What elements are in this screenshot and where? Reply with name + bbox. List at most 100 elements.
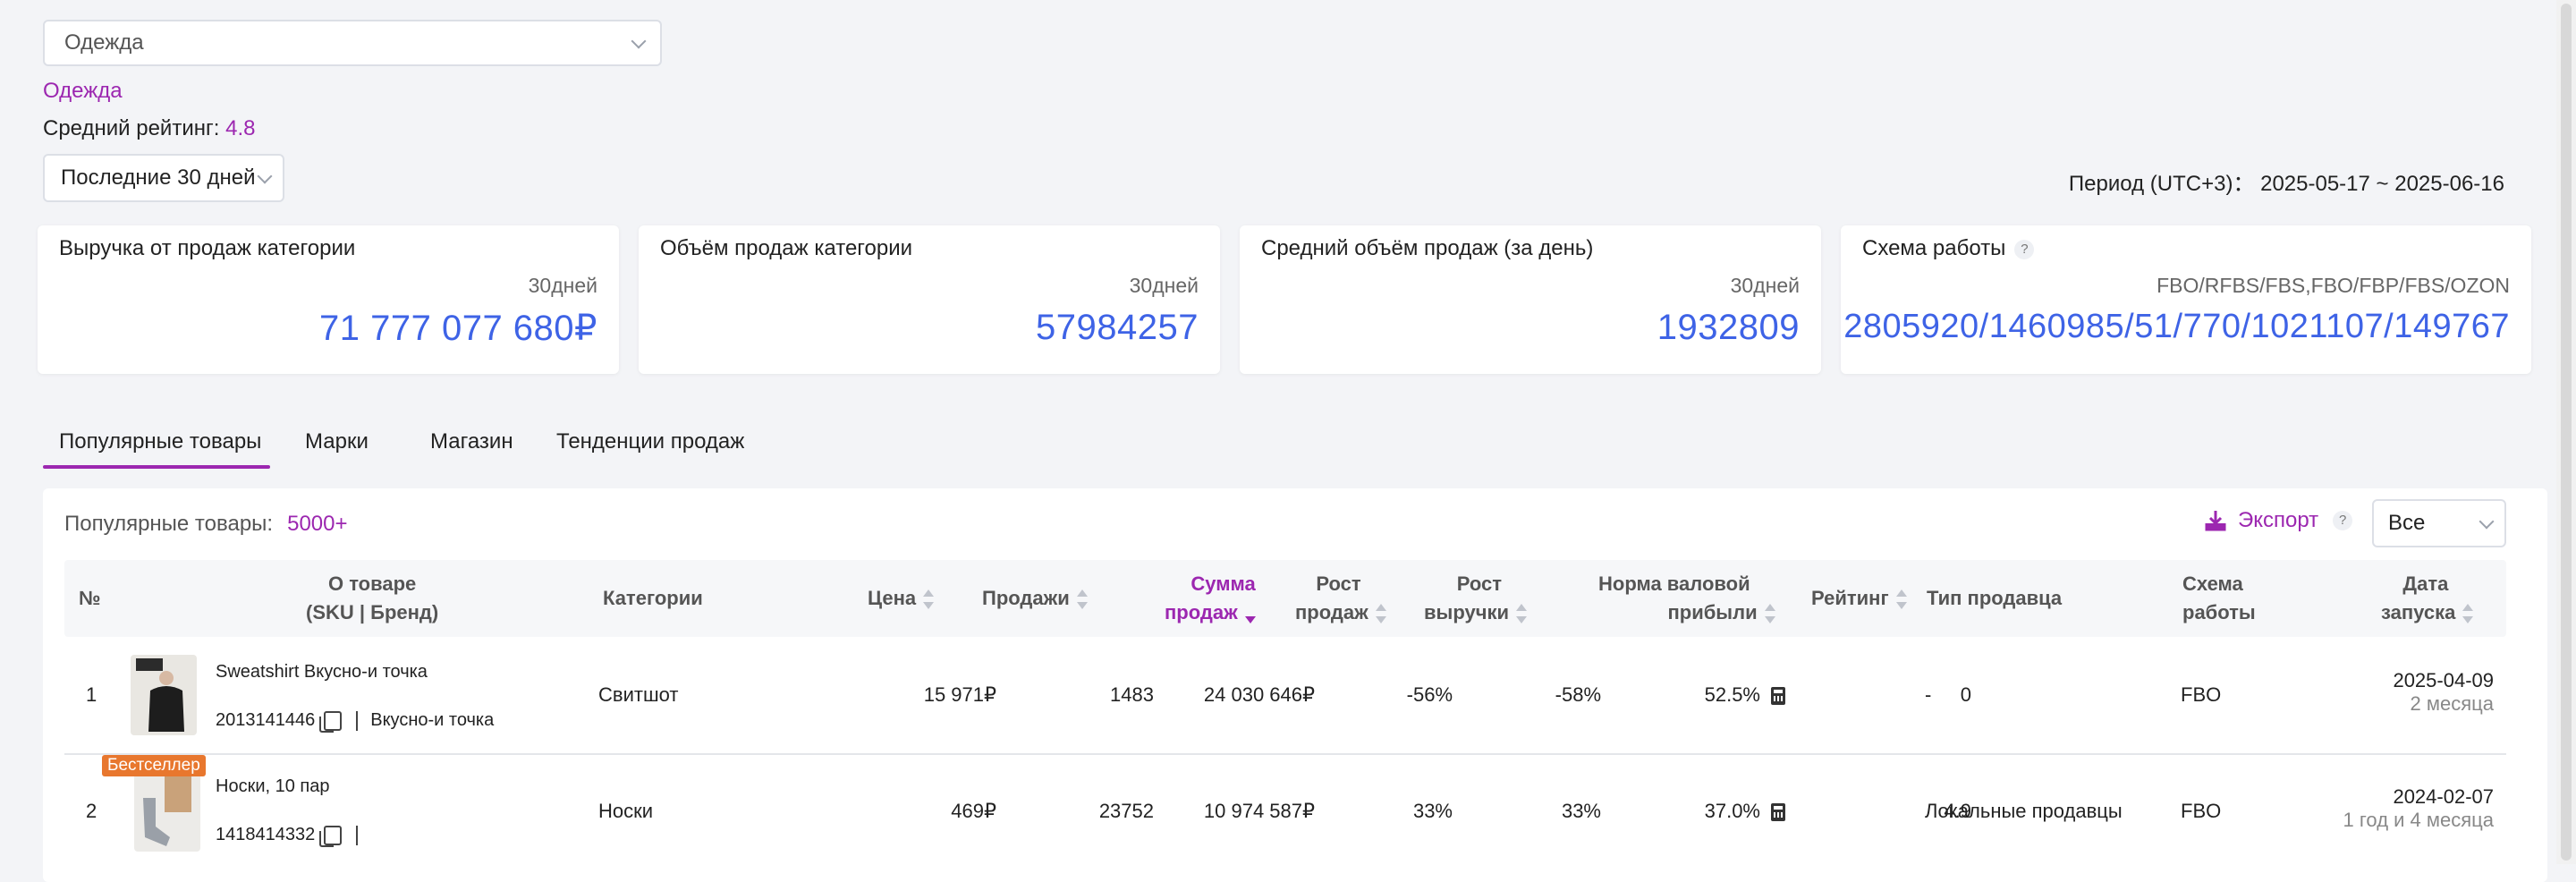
average-rating-label: Средний рейтинг:	[43, 116, 220, 140]
work-scheme: FBO	[2181, 683, 2222, 706]
seller-type: Локальные продавцы	[1925, 800, 2123, 822]
stat-card-title: Схема работы?	[1862, 236, 2035, 261]
table-header: № О товаре (SKU | Бренд) Категории Цена …	[64, 560, 2506, 637]
launch-date-age: 2 месяца	[2410, 692, 2494, 715]
product-sales: 23752	[1098, 800, 1154, 822]
export-label: Экспорт	[2238, 508, 2319, 532]
sort-icon	[1764, 603, 1775, 624]
col-seller-type: Тип продавца	[1927, 587, 2063, 609]
product-rating: 4.9	[1944, 800, 1971, 822]
stat-card-volume: Объём продаж категории 30дней 57984257	[639, 225, 1220, 374]
launch-date-value: 2025-04-09	[2393, 669, 2494, 691]
seller-type: -	[1925, 683, 1932, 706]
tab-brands[interactable]: Марки	[305, 429, 369, 454]
gross-margin-value: 52.5%	[1704, 683, 1760, 706]
col-sales-growth[interactable]: Рост продаж	[1295, 570, 1386, 627]
product-thumbnail[interactable]	[134, 771, 200, 852]
chevron-down-icon	[631, 33, 647, 49]
product-name[interactable]: Носки, 10 пар	[216, 776, 330, 796]
col-sales[interactable]: Продажи	[982, 584, 1088, 613]
col-revenue-growth-line2: выручки	[1424, 601, 1510, 623]
stat-card-period: 30дней	[1129, 274, 1199, 297]
product-revenue-growth: 33%	[1561, 800, 1601, 822]
col-sales-growth-line2: продаж	[1295, 601, 1368, 623]
calculator-icon[interactable]	[1771, 687, 1785, 706]
col-gross-margin[interactable]: Норма валовой прибыли	[1598, 570, 1775, 627]
period-range: Период (UTC+3)： 2025-05-17 ~ 2025-06-16	[2068, 172, 2504, 196]
filter-select-value: Все	[2388, 511, 2426, 535]
product-meta: 2013141446 Вкусно-и точка	[216, 710, 495, 733]
category-select-value: Одежда	[64, 30, 144, 55]
filter-select[interactable]: Все	[2372, 499, 2506, 547]
col-sales-label: Продажи	[982, 587, 1070, 609]
help-icon[interactable]: ?	[2333, 511, 2353, 530]
export-button[interactable]: Экспорт ?	[2204, 508, 2353, 533]
product-revenue-growth: -58%	[1555, 683, 1601, 706]
chevron-down-icon	[257, 168, 273, 184]
category-link[interactable]: Одежда	[43, 79, 123, 103]
stat-card-scheme: Схема работы? FBO/RFBS/FBS,FBO/FBP/FBS/O…	[1841, 225, 2531, 374]
product-price: 15 971₽	[923, 683, 996, 706]
product-name[interactable]: Sweatshirt Вкусно-и точка	[216, 662, 428, 682]
row-number: 1	[86, 683, 97, 706]
scrollbar-thumb[interactable]	[2561, 4, 2572, 861]
launch-date-value: 2024-02-07	[2393, 785, 2494, 808]
col-rating-label: Рейтинг	[1811, 587, 1889, 609]
stat-card-period: 30дней	[1730, 274, 1800, 297]
product-sales-growth: 33%	[1412, 800, 1453, 822]
stat-card-title: Средний объём продаж (за день)	[1261, 236, 1594, 260]
help-icon[interactable]: ?	[2014, 239, 2035, 259]
divider	[356, 710, 359, 731]
col-sales-sum[interactable]: Сумма продаж	[1165, 570, 1256, 627]
calculator-icon[interactable]	[1771, 803, 1785, 822]
period-select[interactable]: Последние 30 дней	[43, 154, 284, 202]
copy-icon[interactable]	[319, 710, 343, 733]
product-sales-sum: 24 030 646₽	[1203, 683, 1315, 706]
table-row[interactable]: Бестселлер 2 Носки, 10 пар 1418414332 Но…	[64, 755, 2506, 869]
sort-desc-icon	[1244, 603, 1256, 624]
product-gross-margin: 52.5%	[1705, 683, 1785, 707]
product-category: Носки	[598, 800, 654, 822]
category-select[interactable]: Одежда	[43, 20, 662, 66]
product-brand[interactable]: Вкусно-и точка	[370, 710, 495, 730]
divider	[356, 825, 359, 845]
gross-margin-value: 37.0%	[1704, 800, 1760, 822]
col-sales-sum-line2: продаж	[1165, 601, 1238, 623]
launch-date: 2025-04-09 2 месяца	[2393, 669, 2494, 716]
tab-shop[interactable]: Магазин	[430, 429, 513, 454]
row-number: 2	[86, 800, 97, 822]
active-tab-indicator	[43, 465, 270, 469]
stat-card-value: 71 777 077 680₽	[319, 309, 597, 348]
sort-icon	[1076, 589, 1088, 610]
stat-card-title: Объём продаж категории	[660, 236, 913, 260]
col-launch-date[interactable]: Дата запуска	[2381, 570, 2474, 627]
col-price[interactable]: Цена	[868, 584, 935, 613]
stat-card-title: Выручка от продаж категории	[59, 236, 356, 260]
col-scheme: Схема работы	[2182, 570, 2256, 627]
col-about: О товаре (SKU | Бренд)	[306, 570, 438, 627]
popular-products-count: Популярные товары: 5000+	[64, 512, 348, 537]
stat-card-value: 2805920/1460985/51/770/1021107/149767	[1843, 308, 2510, 345]
col-rating[interactable]: Рейтинг	[1811, 584, 1907, 613]
col-gross-margin-line2: прибыли	[1667, 601, 1758, 623]
product-price: 469₽	[951, 800, 996, 822]
col-about-line2: (SKU | Бренд)	[306, 601, 439, 623]
tab-sales-trends[interactable]: Тенденции продаж	[556, 429, 745, 454]
product-rating: 0	[1960, 683, 1971, 706]
tab-popular-products[interactable]: Популярные товары	[59, 429, 262, 454]
page-scrollbar[interactable]	[2556, 0, 2576, 864]
sort-icon	[1375, 603, 1386, 624]
copy-icon[interactable]	[319, 825, 343, 847]
product-sales-sum: 10 974 587₽	[1203, 800, 1315, 822]
sort-icon	[1895, 589, 1907, 610]
period-select-value: Последние 30 дней	[61, 165, 256, 190]
product-thumbnail[interactable]	[131, 655, 197, 735]
col-revenue-growth[interactable]: Рост выручки	[1424, 570, 1528, 627]
stat-card-period: FBO/RFBS/FBS,FBO/FBP/FBS/OZON	[2157, 274, 2510, 297]
table-row[interactable]: 1 Sweatshirt Вкусно-и точка 2013141446 Вк…	[64, 639, 2506, 755]
col-launch-date-line2: запуска	[2381, 601, 2456, 623]
bestseller-badge: Бестселлер	[102, 755, 206, 776]
col-price-label: Цена	[868, 587, 917, 609]
chevron-down-icon	[2479, 513, 2495, 530]
col-category: Категории	[603, 587, 703, 609]
